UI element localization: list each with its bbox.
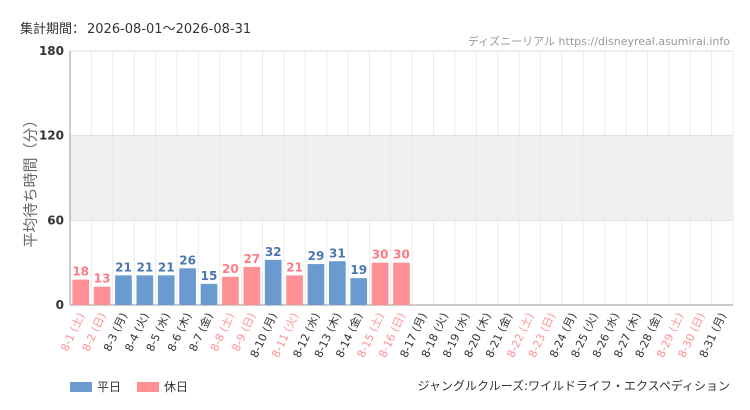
grid-band <box>70 135 733 221</box>
bar <box>371 262 389 305</box>
data-label: 21 <box>137 260 154 274</box>
data-label: 30 <box>372 248 389 262</box>
period-value: 2026-08-01～2026-08-31 <box>87 22 252 37</box>
bar <box>350 278 368 305</box>
data-label: 21 <box>286 260 303 274</box>
bar <box>264 259 282 305</box>
data-label: 21 <box>158 260 175 274</box>
legend-label-holiday: 休日 <box>164 380 189 394</box>
source-credit: ディズニーリアル https://disneyreal.asumirai.inf… <box>467 35 730 48</box>
data-label: 29 <box>308 249 325 263</box>
bar <box>286 275 303 305</box>
y-tick-label: 0 <box>56 298 64 312</box>
bar <box>328 261 346 305</box>
bar <box>200 283 218 305</box>
data-label: 21 <box>115 260 132 274</box>
data-label: 32 <box>265 245 282 259</box>
data-label: 26 <box>179 253 196 267</box>
legend: 平日 休日 <box>70 378 204 395</box>
data-label: 30 <box>393 248 410 262</box>
data-label: 20 <box>222 262 239 276</box>
bar <box>307 264 325 305</box>
legend-item-weekday[interactable]: 平日 <box>70 378 121 395</box>
legend-swatch-holiday <box>137 381 160 392</box>
bar <box>93 286 111 305</box>
attraction-name: ジャングルクルーズ:ワイルドライフ・エクスペディション <box>417 379 730 393</box>
bar <box>72 279 90 305</box>
legend-item-holiday[interactable]: 休日 <box>137 378 188 395</box>
y-tick-label: 180 <box>39 44 64 58</box>
legend-label-weekday: 平日 <box>97 380 122 394</box>
data-label: 27 <box>243 252 260 266</box>
bar <box>243 266 261 305</box>
y-tick-label: 60 <box>47 213 64 227</box>
bar <box>157 275 175 305</box>
period-info: 集計期間： 2026-08-01～2026-08-31 <box>20 18 251 37</box>
data-label: 13 <box>94 272 111 286</box>
period-label: 集計期間： <box>20 22 86 37</box>
bar <box>222 276 239 305</box>
bar <box>393 262 410 305</box>
bar <box>179 268 196 305</box>
y-tick-label: 120 <box>39 129 64 143</box>
bar <box>136 275 154 305</box>
data-label: 18 <box>72 265 89 279</box>
data-label: 19 <box>350 263 367 277</box>
legend-swatch-weekday <box>70 381 92 392</box>
data-label: 31 <box>329 246 346 260</box>
bar <box>115 275 132 305</box>
data-label: 15 <box>201 269 218 283</box>
